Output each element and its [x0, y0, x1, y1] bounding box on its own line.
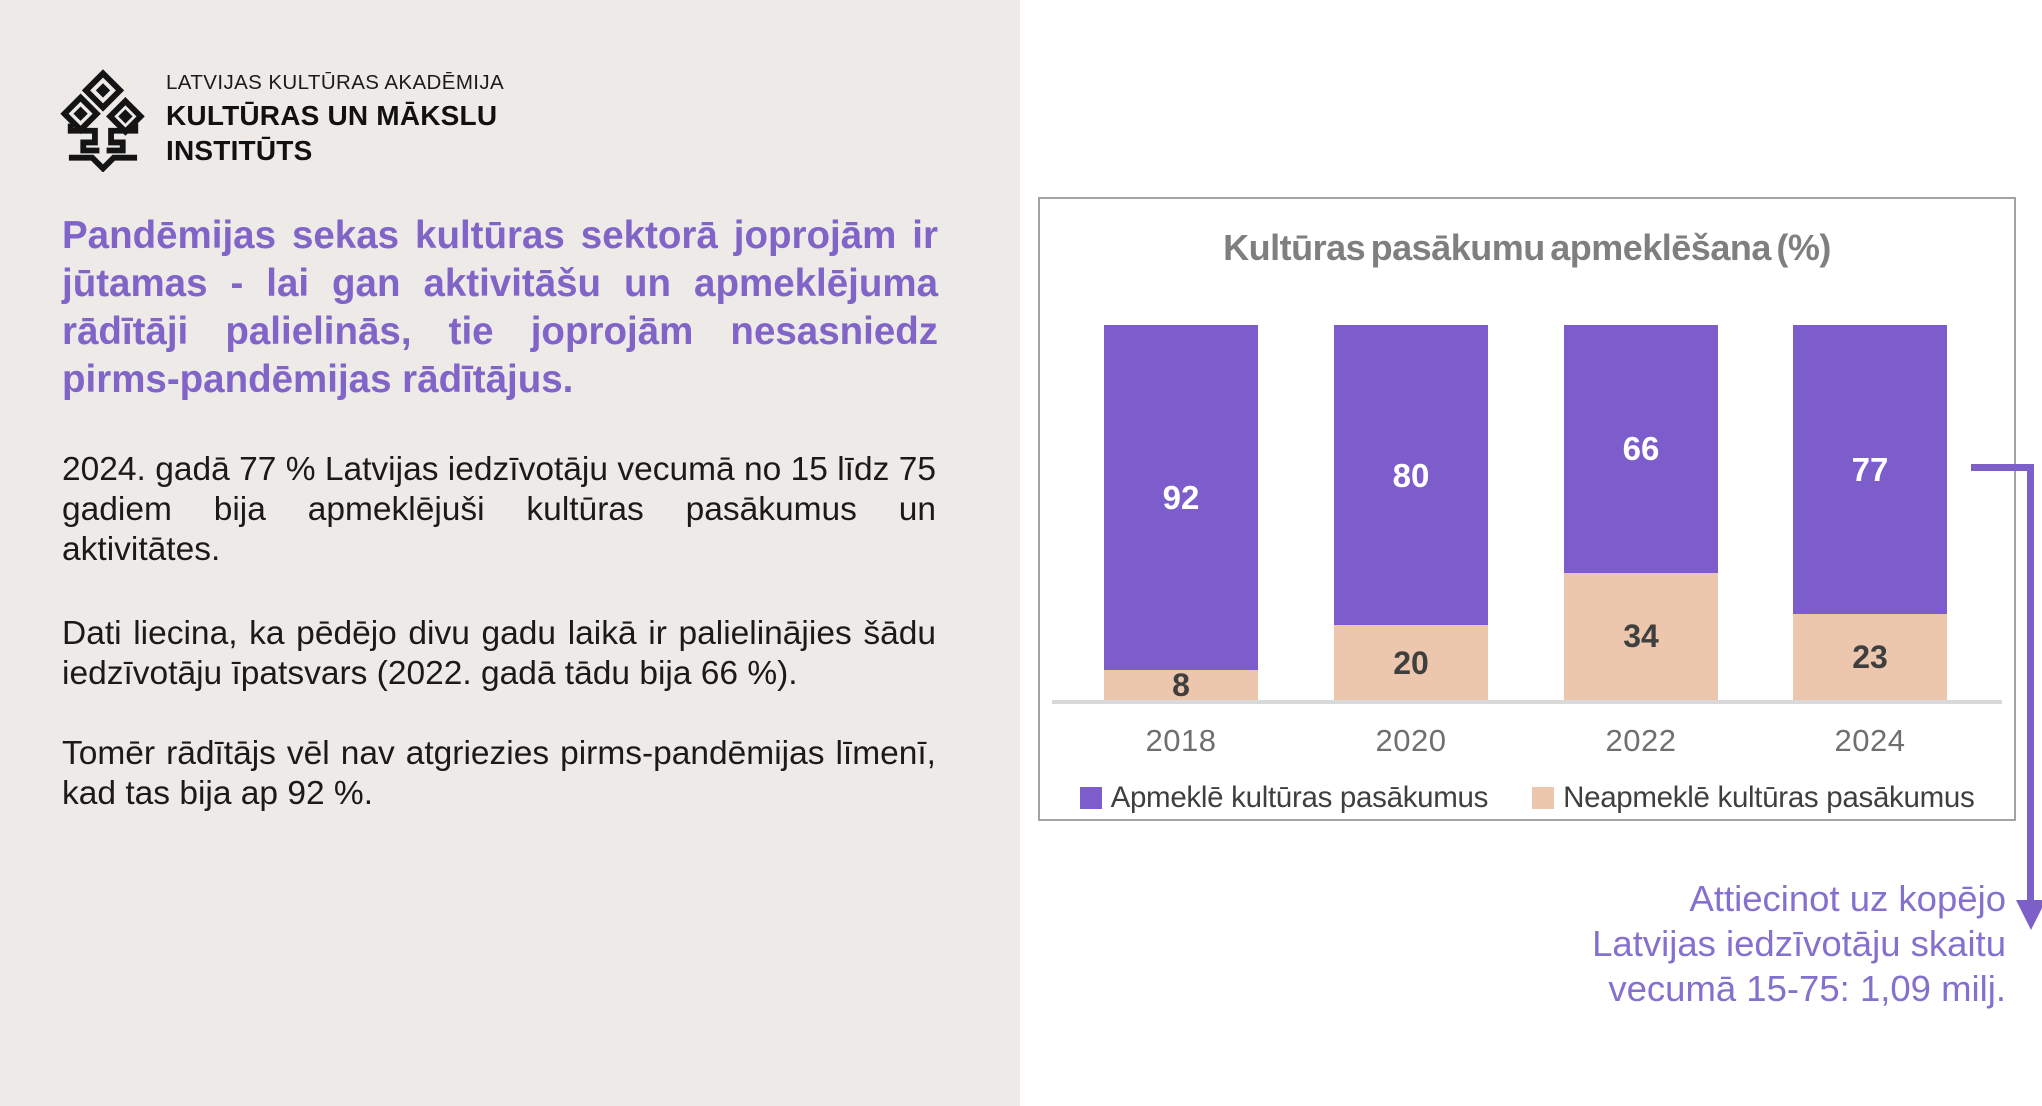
- plot-area: 92 8 2018 80 20 2020 66 34 2022 77 23 2024: [1040, 199, 2014, 819]
- bar-2020-attend-segment: 80: [1334, 325, 1488, 625]
- bar-2018-not-attend-segment: 8: [1104, 667, 1258, 703]
- population-annotation: Attiecinot uz kopējo Latvijas iedzīvotāj…: [1500, 876, 2006, 1011]
- x-tick-2022: 2022: [1605, 723, 1677, 758]
- x-tick-2018: 2018: [1145, 723, 1217, 758]
- logo-org-line: LATVIJAS KULTŪRAS AKADĒMIJA: [166, 71, 505, 94]
- callout-arrow-vertical: [2027, 464, 2034, 902]
- legend-swatch-icon: [1532, 787, 1555, 809]
- value-label: 92: [1162, 479, 1200, 516]
- chart-panel: Kultūras pasākumu apmeklēšana (%) 92 8 201…: [1038, 197, 2016, 821]
- x-tick-2020: 2020: [1375, 723, 1447, 758]
- bar-2022-attend-segment: 66: [1564, 325, 1718, 573]
- chart-legend: Apmeklē kultūras pasākumus Neapmeklē kult…: [1040, 781, 2014, 815]
- paragraph-trend: Dati liecina, ka pēdējo divu gadu laikā …: [62, 615, 936, 692]
- logo-name-line2: INSTITŪTS: [166, 135, 313, 166]
- callout-arrow-horizontal: [1971, 464, 2034, 471]
- value-label: 8: [1172, 667, 1190, 703]
- bar-2022: 66 34: [1564, 325, 1718, 700]
- bar-2018: 92 8: [1104, 325, 1258, 703]
- bar-2020-not-attend-segment: 20: [1334, 625, 1488, 700]
- value-label: 23: [1852, 638, 1888, 675]
- bar-2020: 80 20: [1334, 325, 1488, 700]
- bar-2024-attend-segment: 77: [1793, 325, 1947, 614]
- chart-title: Kultūras pasākumu apmeklēšana (%): [1223, 227, 1831, 268]
- annotation-line-2: Latvijas iedzīvotāju skaitu: [1592, 923, 2006, 964]
- x-tick-2024: 2024: [1834, 723, 1906, 758]
- value-label: 34: [1623, 618, 1659, 655]
- value-label: 66: [1622, 430, 1660, 468]
- value-label: 77: [1851, 450, 1889, 488]
- bar-2024-not-attend-segment: 23: [1793, 613, 1947, 700]
- annotation-line-1: Attiecinot uz kopējo: [1689, 878, 2006, 919]
- logo-text: LATVIJAS KULTŪRAS AKADĒMIJA KULTŪRAS UN …: [166, 68, 504, 168]
- paragraph-2024-stat: 2024. gadā 77 % Latvijas iedzīvotāju vec…: [62, 451, 936, 568]
- annotation-line-3: vecumā 15-75: 1,09 milj.: [1608, 968, 2006, 1009]
- paragraph-prepandemic: Tomēr rādītājs vēl nav atgriezies pirms-…: [62, 735, 936, 812]
- legend-item-not-attend: Neapmeklē kultūras pasākumus: [1532, 781, 1975, 815]
- bar-2018-attend-segment: 92: [1104, 325, 1258, 670]
- legend-swatch-icon: [1079, 787, 1102, 809]
- logo-name-line1: KULTŪRAS UN MĀKSLU: [166, 100, 498, 131]
- bar-2022-not-attend-segment: 34: [1564, 572, 1718, 700]
- legend-label: Neapmeklē kultūras pasākumus: [1563, 781, 1975, 814]
- legend-item-attend: Apmeklē kultūras pasākumus: [1079, 781, 1489, 815]
- bar-2024: 77 23: [1793, 325, 1947, 700]
- legend-label: Apmeklē kultūras pasākumus: [1110, 781, 1489, 814]
- value-label: 80: [1392, 456, 1430, 494]
- lka-tree-logo-icon: [60, 69, 145, 172]
- logo: LATVIJAS KULTŪRAS AKADĒMIJA KULTŪRAS UN …: [58, 68, 504, 172]
- slide-heading: Pandēmijas sekas kultūras sektorā joproj…: [62, 214, 938, 401]
- value-label: 20: [1393, 644, 1429, 681]
- callout-arrow-down-icon: [2016, 900, 2042, 930]
- x-axis-line: [1052, 700, 2002, 704]
- left-panel: LATVIJAS KULTŪRAS AKADĒMIJA KULTŪRAS UN …: [0, 0, 1020, 1106]
